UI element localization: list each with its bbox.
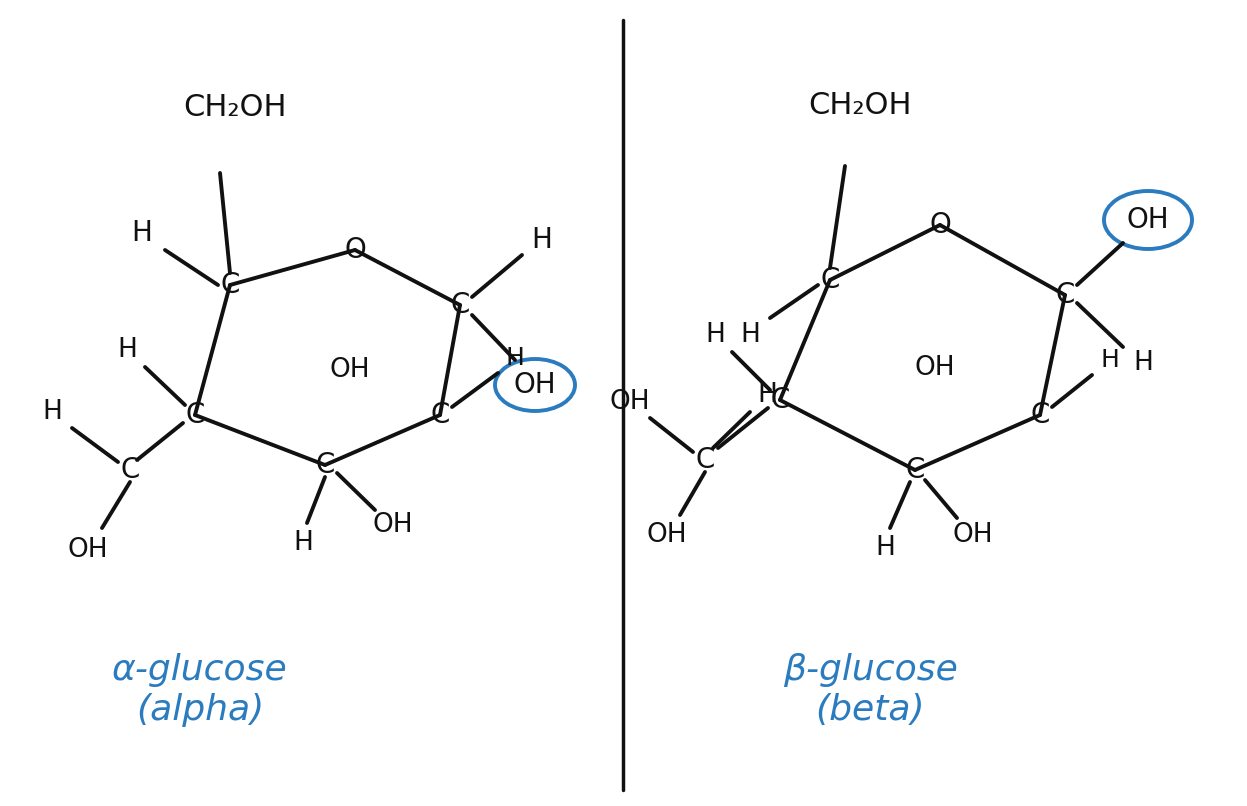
Text: H: H	[293, 530, 313, 556]
Text: H: H	[757, 382, 777, 408]
Text: C: C	[450, 291, 470, 319]
Text: H: H	[505, 346, 525, 370]
Text: H: H	[739, 322, 759, 348]
Text: H: H	[705, 322, 725, 348]
Text: O: O	[344, 236, 365, 264]
Text: H: H	[132, 219, 152, 247]
Text: OH: OH	[1127, 206, 1170, 234]
Text: α-glucose
(alpha): α-glucose (alpha)	[112, 654, 288, 727]
Text: H: H	[1134, 350, 1153, 376]
Text: C: C	[430, 401, 450, 429]
Text: CH₂OH: CH₂OH	[808, 90, 912, 119]
Text: OH: OH	[329, 357, 370, 383]
Text: C: C	[1055, 281, 1075, 309]
Text: OH: OH	[610, 389, 651, 415]
Text: C: C	[696, 446, 715, 474]
Text: OH: OH	[647, 522, 687, 548]
Text: H: H	[531, 226, 552, 254]
Text: C: C	[821, 266, 839, 294]
Text: C: C	[120, 456, 140, 484]
Text: C: C	[315, 451, 334, 479]
Text: H: H	[42, 399, 62, 425]
Text: C: C	[771, 386, 789, 414]
Text: CH₂OH: CH₂OH	[183, 93, 287, 123]
Text: C: C	[1030, 401, 1050, 429]
Text: C: C	[186, 401, 205, 429]
Text: OH: OH	[953, 522, 994, 548]
Text: O: O	[929, 211, 951, 239]
Text: H: H	[875, 535, 895, 561]
Text: H: H	[117, 337, 137, 363]
Text: OH: OH	[373, 512, 413, 538]
Text: OH: OH	[915, 355, 955, 381]
Text: β-glucose
(beta): β-glucose (beta)	[783, 654, 958, 727]
Text: C: C	[221, 271, 239, 299]
Text: H: H	[1101, 348, 1120, 372]
Text: OH: OH	[514, 371, 556, 399]
Text: C: C	[905, 456, 925, 484]
Text: OH: OH	[67, 537, 108, 563]
